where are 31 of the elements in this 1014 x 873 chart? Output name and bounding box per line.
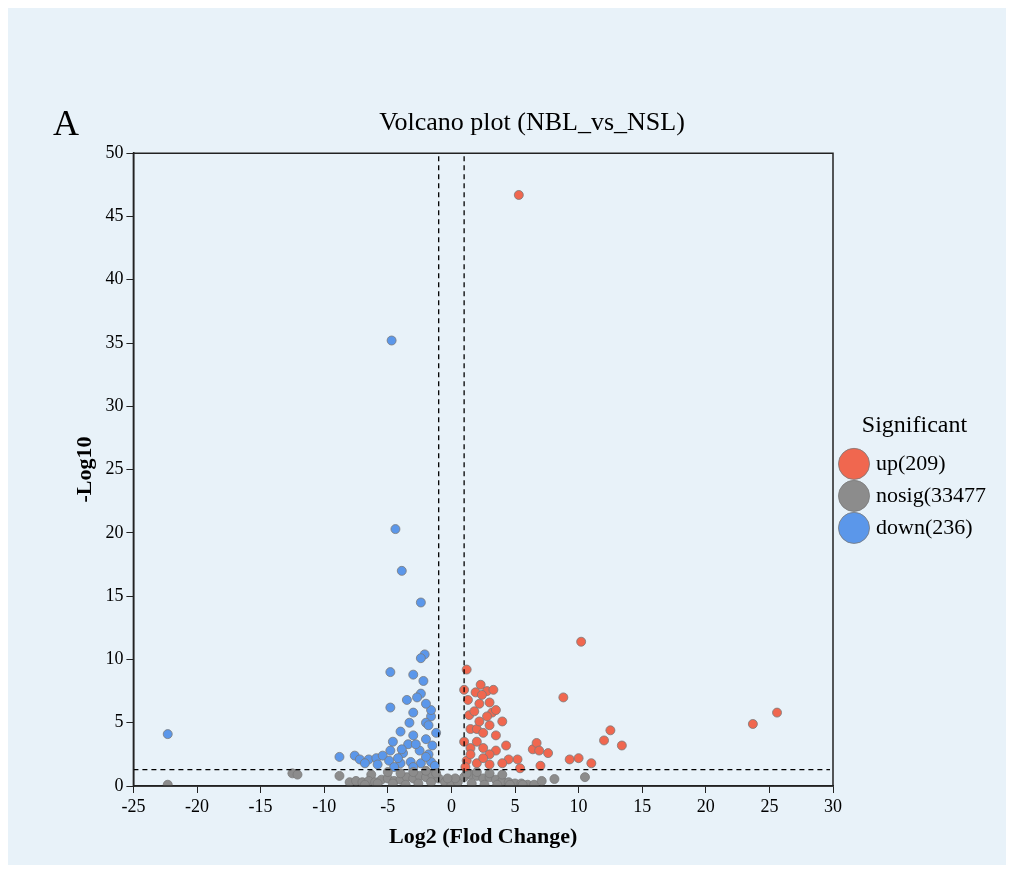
y-tick-label: 35 [105,331,124,352]
y-tick-label: 20 [105,521,124,542]
x-tick-label: -15 [248,795,273,816]
x-tick-label: -10 [312,795,337,816]
x-axis-title: Log2 (Flod Change) [389,823,578,849]
y-tick-label: 10 [105,648,124,669]
legend-title: Significant [861,411,968,438]
legend-label: up(209) [876,449,946,475]
x-tick-label: 25 [760,795,779,816]
x-tick-label: -25 [121,795,146,816]
legend-label: nosig(33477 [876,481,986,507]
legend-label: down(236) [876,513,973,539]
x-tick-label: 5 [510,795,520,816]
y-tick-label: 25 [105,458,124,479]
x-tick-label: -5 [380,795,396,816]
text: A [53,103,79,144]
x-tick-label: 15 [633,795,652,816]
x-tick-label: 0 [446,795,456,816]
x-tick-label: -20 [185,795,209,816]
y-tick-label: 5 [114,711,124,732]
y-tick-label: 30 [105,395,124,416]
x-tick-label: 10 [569,795,588,816]
chart-title: Volcano plot (NBL_vs_NSL) [379,107,685,137]
y-axis-title: -Log10 [70,436,96,503]
y-tick-label: 50 [105,141,124,162]
y-tick-label: 45 [105,205,124,226]
x-tick-label: 30 [824,795,842,816]
y-tick-label: 0 [114,774,124,795]
x-tick-label: 20 [696,795,715,816]
y-tick-label: 40 [105,268,124,289]
y-tick-label: 15 [105,584,124,605]
